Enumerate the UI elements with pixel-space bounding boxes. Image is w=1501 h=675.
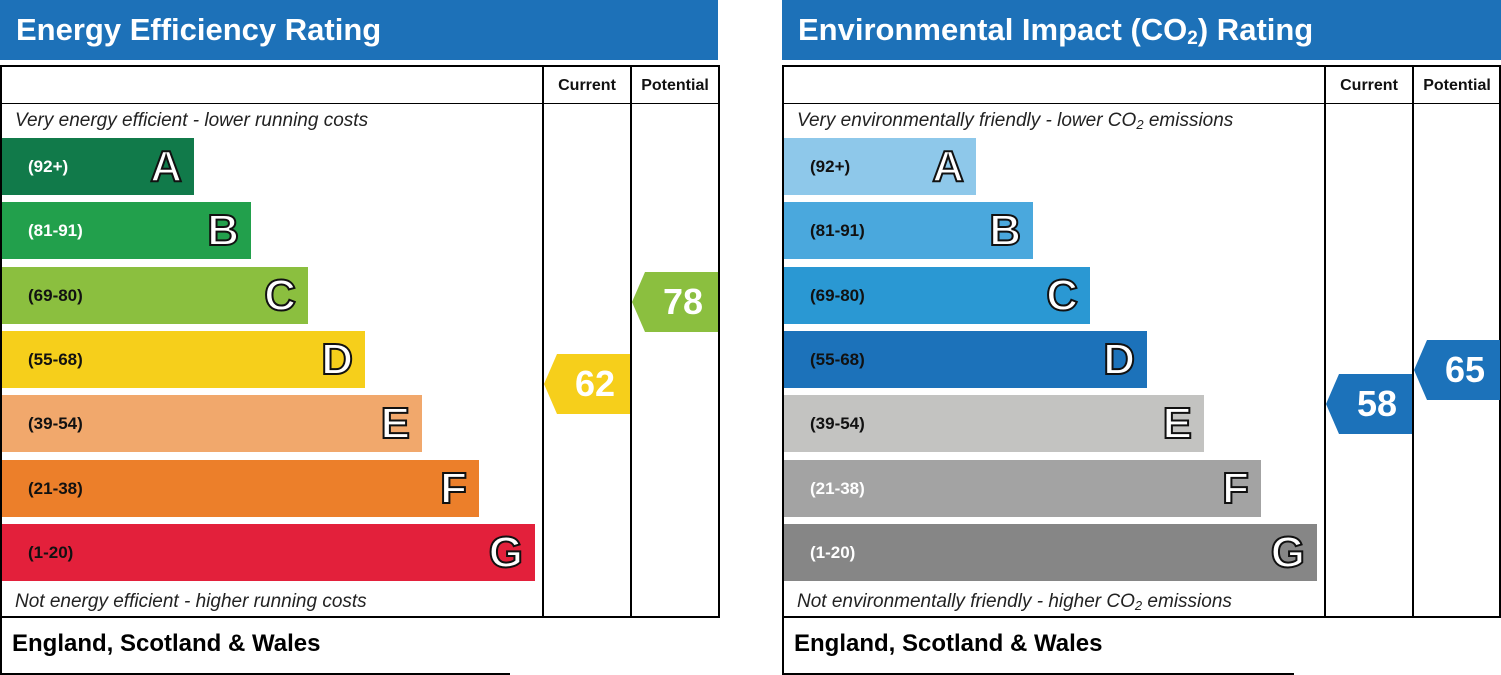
- band-range-label: (39-54): [28, 414, 83, 434]
- band-d: (55-68) D: [784, 330, 1147, 388]
- band-letter: C: [263, 270, 297, 321]
- potential-column-divider: [1412, 67, 1414, 616]
- potential-column-header: Potential: [1423, 77, 1491, 94]
- band-a: (92+) A: [2, 138, 194, 195]
- potential-column-header: Potential: [641, 77, 709, 94]
- footer-region-label: England, Scotland & Wales: [794, 630, 1103, 657]
- top-caption-main: Very environmentally friendly - lower CO: [797, 110, 1137, 131]
- rating-value: 78: [662, 281, 704, 323]
- band-range-label: (81-91): [810, 221, 865, 241]
- bottom-caption: Not environmentally friendly - higher CO…: [797, 591, 1232, 613]
- band-letter: D: [320, 334, 354, 385]
- band-c: (69-80) C: [784, 266, 1090, 324]
- band-range-label: (21-38): [810, 478, 865, 498]
- band-e: (39-54) E: [2, 395, 422, 453]
- bottom-caption: Not energy efficient - higher running co…: [15, 591, 367, 612]
- rating-value: 58: [1356, 383, 1398, 425]
- current-column-divider: [1324, 67, 1326, 616]
- band-e: (39-54) E: [784, 395, 1204, 453]
- band-letter: G: [1270, 527, 1306, 578]
- band-range-label: (69-80): [28, 285, 83, 305]
- potential-rating-arrow: 65: [1414, 339, 1500, 400]
- potential-rating-arrow: 78: [632, 272, 718, 333]
- band-range-label: (81-91): [28, 221, 83, 241]
- band-g: (1-20) G: [784, 523, 1317, 581]
- band-f: (21-38) F: [2, 459, 479, 517]
- rating-value: 62: [574, 363, 616, 405]
- header-divider: [2, 103, 718, 104]
- current-rating-arrow: 62: [544, 354, 630, 415]
- band-letter: E: [1162, 398, 1193, 449]
- band-range-label: (21-38): [28, 478, 83, 498]
- top-caption-subscript: 2: [1136, 117, 1144, 132]
- top-caption-end: emissions: [1143, 110, 1234, 131]
- chart-title-end: ) Rating: [1197, 12, 1314, 47]
- top-caption: Very environmentally friendly - lower CO…: [797, 110, 1233, 132]
- band-letter: E: [380, 398, 411, 449]
- band-range-label: (92+): [810, 157, 851, 176]
- band-range-label: (1-20): [28, 542, 74, 562]
- band-letter: F: [1221, 463, 1250, 514]
- band-a: (92+) A: [784, 138, 976, 195]
- energy-efficiency-panel: Energy Efficiency Rating Current Potenti…: [0, 0, 720, 675]
- top-caption: Very energy efficient - lower running co…: [15, 110, 369, 131]
- footer-region-label: England, Scotland & Wales: [12, 630, 321, 657]
- bottom-caption-main: Not environmentally friendly - higher CO: [797, 591, 1135, 612]
- current-column-divider: [542, 67, 544, 616]
- band-range-label: (55-68): [28, 349, 83, 369]
- bottom-caption-subscript: 2: [1134, 598, 1143, 613]
- band-c: (69-80) C: [2, 266, 308, 324]
- band-b: (81-91) B: [2, 202, 251, 260]
- band-range-label: (1-20): [810, 542, 856, 562]
- rating-frame: Current Potential Very environmentally f…: [782, 65, 1501, 618]
- rating-frame: Current Potential Very energy efficient …: [0, 65, 720, 618]
- band-letter: B: [988, 205, 1022, 256]
- current-rating-arrow: 58: [1326, 374, 1412, 435]
- band-range-label: (39-54): [810, 414, 865, 434]
- band-range-label: (69-80): [810, 285, 865, 305]
- environmental-impact-panel: Environmental Impact (CO2) Rating Curren…: [782, 0, 1501, 675]
- current-column-header: Current: [558, 77, 616, 94]
- footer: England, Scotland & Wales: [0, 618, 510, 675]
- band-letter: D: [1102, 334, 1136, 385]
- band-letter: B: [206, 205, 240, 256]
- band-letter: C: [1045, 270, 1079, 321]
- chart-title-main: Environmental Impact (CO: [798, 12, 1188, 47]
- band-b: (81-91) B: [784, 202, 1033, 260]
- band-letter: G: [488, 527, 524, 578]
- band-g: (1-20) G: [2, 523, 535, 581]
- chart-title: Environmental Impact (CO2) Rating: [782, 0, 1501, 60]
- header-divider: [784, 103, 1499, 104]
- band-d: (55-68) D: [2, 330, 365, 388]
- band-f: (21-38) F: [784, 459, 1261, 517]
- band-range-label: (92+): [28, 157, 69, 176]
- chart-title: Energy Efficiency Rating: [0, 0, 718, 60]
- potential-column-divider: [630, 67, 632, 616]
- rating-value: 65: [1444, 348, 1486, 390]
- band-range-label: (55-68): [810, 349, 865, 369]
- current-column-header: Current: [1340, 77, 1398, 94]
- band-letter: F: [439, 463, 468, 514]
- bottom-caption-end: emissions: [1142, 591, 1232, 612]
- footer: England, Scotland & Wales: [782, 618, 1294, 675]
- band-letter: A: [931, 141, 965, 192]
- band-letter: A: [149, 141, 183, 192]
- chart-title-subscript: 2: [1187, 28, 1198, 49]
